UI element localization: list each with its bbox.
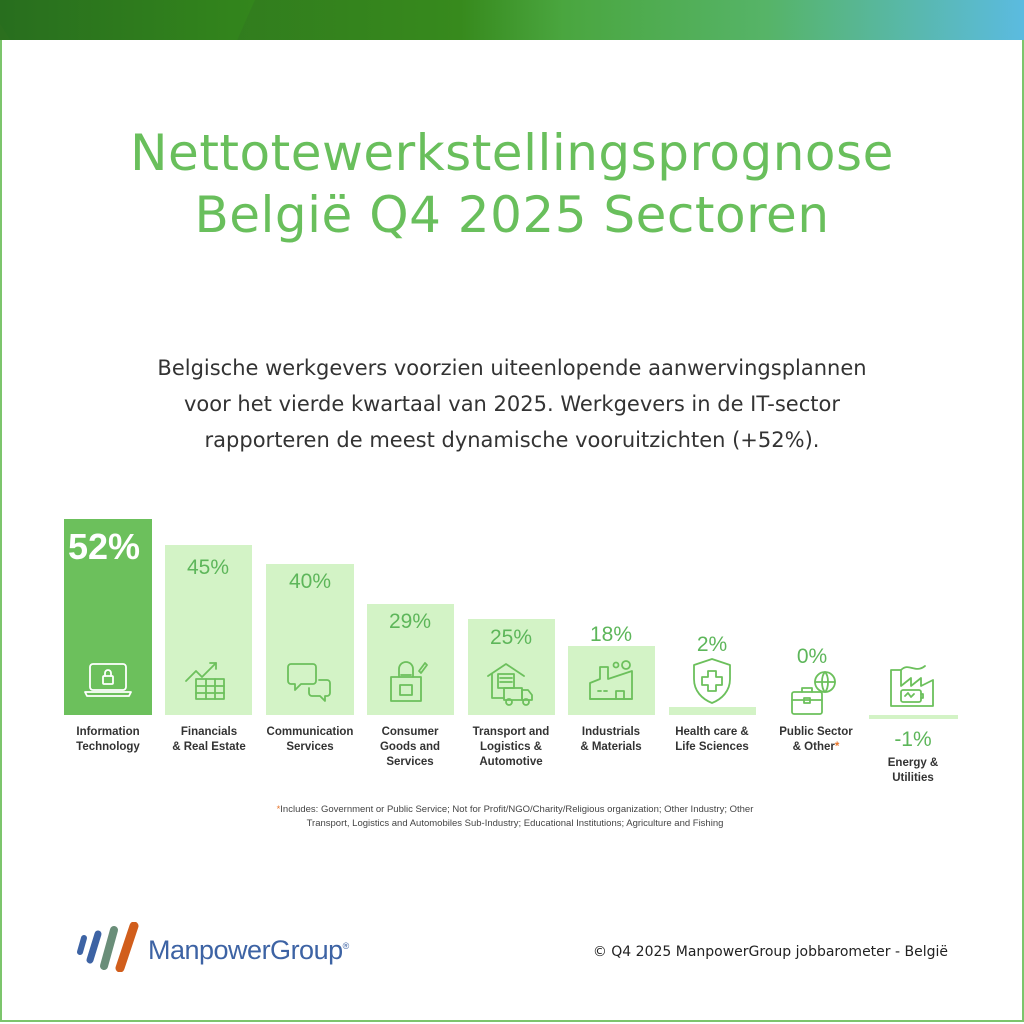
bar-value: 2% [696, 633, 728, 656]
bar-energy-utilities [869, 715, 958, 719]
bar-information-technology [64, 519, 152, 715]
bar-label: Consumer Goods and Services [379, 726, 441, 768]
bar-label: Energy & Utilities [887, 757, 939, 784]
copyright-text: © Q4 2025 ManpowerGroup jobbarometer - B… [592, 944, 948, 960]
chat-bubbles-icon [285, 658, 335, 708]
bar-value: 45% [186, 556, 230, 579]
asterisk-marker: * [834, 741, 840, 753]
title-line-1: Nettotewerkstellingsprognose [130, 124, 894, 182]
banner-shape [0, 0, 255, 40]
bar-label: Information Technology [76, 726, 140, 753]
factory-icon [586, 657, 636, 707]
bar-label: Financials & Real Estate [172, 726, 246, 753]
bar-value: 18% [589, 623, 633, 646]
bar-communication-services [266, 564, 354, 715]
bar-value: -1% [894, 728, 932, 751]
bar-label: Transport and Logistics & Automotive [472, 726, 550, 768]
laptop-lock-icon [83, 660, 133, 700]
footnote-line-2: Transport, Logistics and Automobiles Sub… [306, 818, 724, 829]
bar-value: 52% [68, 526, 141, 567]
bar-consumer-goods [367, 604, 454, 715]
page-title: Nettotewerkstellingsprognose België Q4 2… [0, 122, 1024, 246]
subtitle: Belgische werkgevers voorzien uiteenlope… [0, 350, 1024, 458]
footnote-asterisk: * [276, 804, 281, 815]
bar-label: Industrials & Materials [580, 726, 642, 753]
bar-label: Communication Services [266, 726, 354, 753]
shopping-bag-icon [385, 655, 435, 705]
bar-value: 25% [489, 626, 533, 649]
bar-value: 29% [388, 610, 432, 633]
logo-text: ManpowerGroup® [148, 935, 349, 965]
briefcase-globe-icon [789, 668, 839, 718]
footnote-line-1: Includes: Government or Public Service; … [280, 804, 754, 815]
header-gradient-banner [0, 0, 1024, 40]
bar-label: Public Sector & Other* [779, 726, 853, 753]
bar-value: 40% [288, 570, 332, 593]
chart-table-icon [182, 655, 232, 705]
title-line-2: België Q4 2025 Sectoren [194, 186, 830, 244]
footnote: *Includes: Government or Public Service;… [230, 803, 800, 831]
subtitle-line-1: Belgische werkgevers voorzien uiteenlope… [157, 356, 867, 380]
bar-label: Health care & Life Sciences [675, 726, 749, 753]
manpowergroup-logo-mark [77, 922, 139, 972]
bar-health-care [669, 707, 756, 715]
bar-value: 0% [796, 645, 828, 668]
bar-industrials-materials [568, 646, 655, 715]
subtitle-line-3: rapporteren de meest dynamische vooruitz… [204, 428, 820, 452]
energy-plant-icon [887, 662, 937, 712]
warehouse-truck-icon [486, 660, 536, 710]
subtitle-line-2: voor het vierde kwartaal van 2025. Werkg… [184, 392, 840, 416]
shield-cross-icon [687, 656, 737, 706]
